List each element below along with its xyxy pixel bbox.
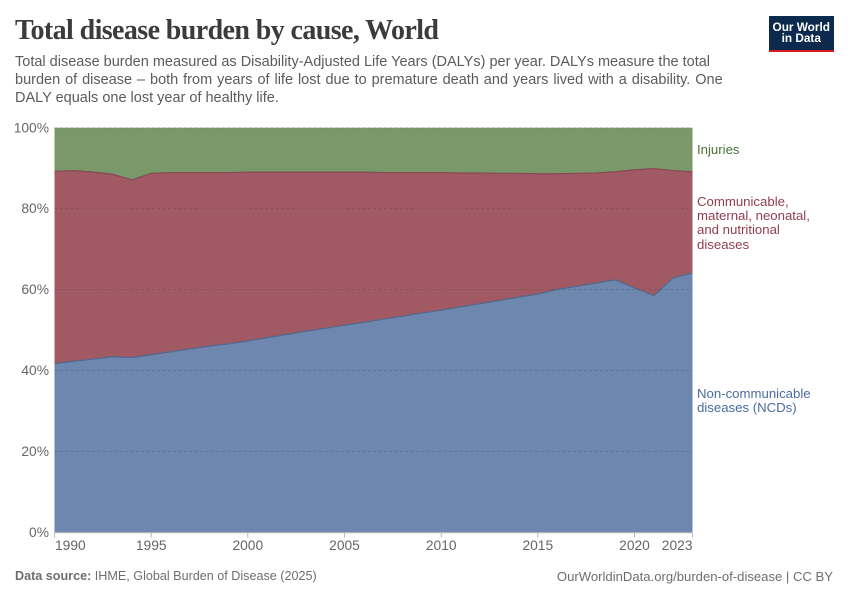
svg-text:2023: 2023 <box>662 538 693 553</box>
svg-text:80%: 80% <box>21 201 49 216</box>
svg-text:40%: 40% <box>21 363 49 378</box>
svg-text:2000: 2000 <box>232 538 263 553</box>
svg-text:20%: 20% <box>21 444 49 459</box>
svg-text:2005: 2005 <box>329 538 360 553</box>
svg-text:0%: 0% <box>29 525 49 540</box>
svg-text:2010: 2010 <box>426 538 457 553</box>
svg-text:1990: 1990 <box>55 538 86 553</box>
svg-text:60%: 60% <box>21 282 49 297</box>
svg-text:1995: 1995 <box>136 538 167 553</box>
svg-text:2020: 2020 <box>619 538 650 553</box>
svg-text:100%: 100% <box>14 120 49 135</box>
svg-text:2015: 2015 <box>522 538 553 553</box>
